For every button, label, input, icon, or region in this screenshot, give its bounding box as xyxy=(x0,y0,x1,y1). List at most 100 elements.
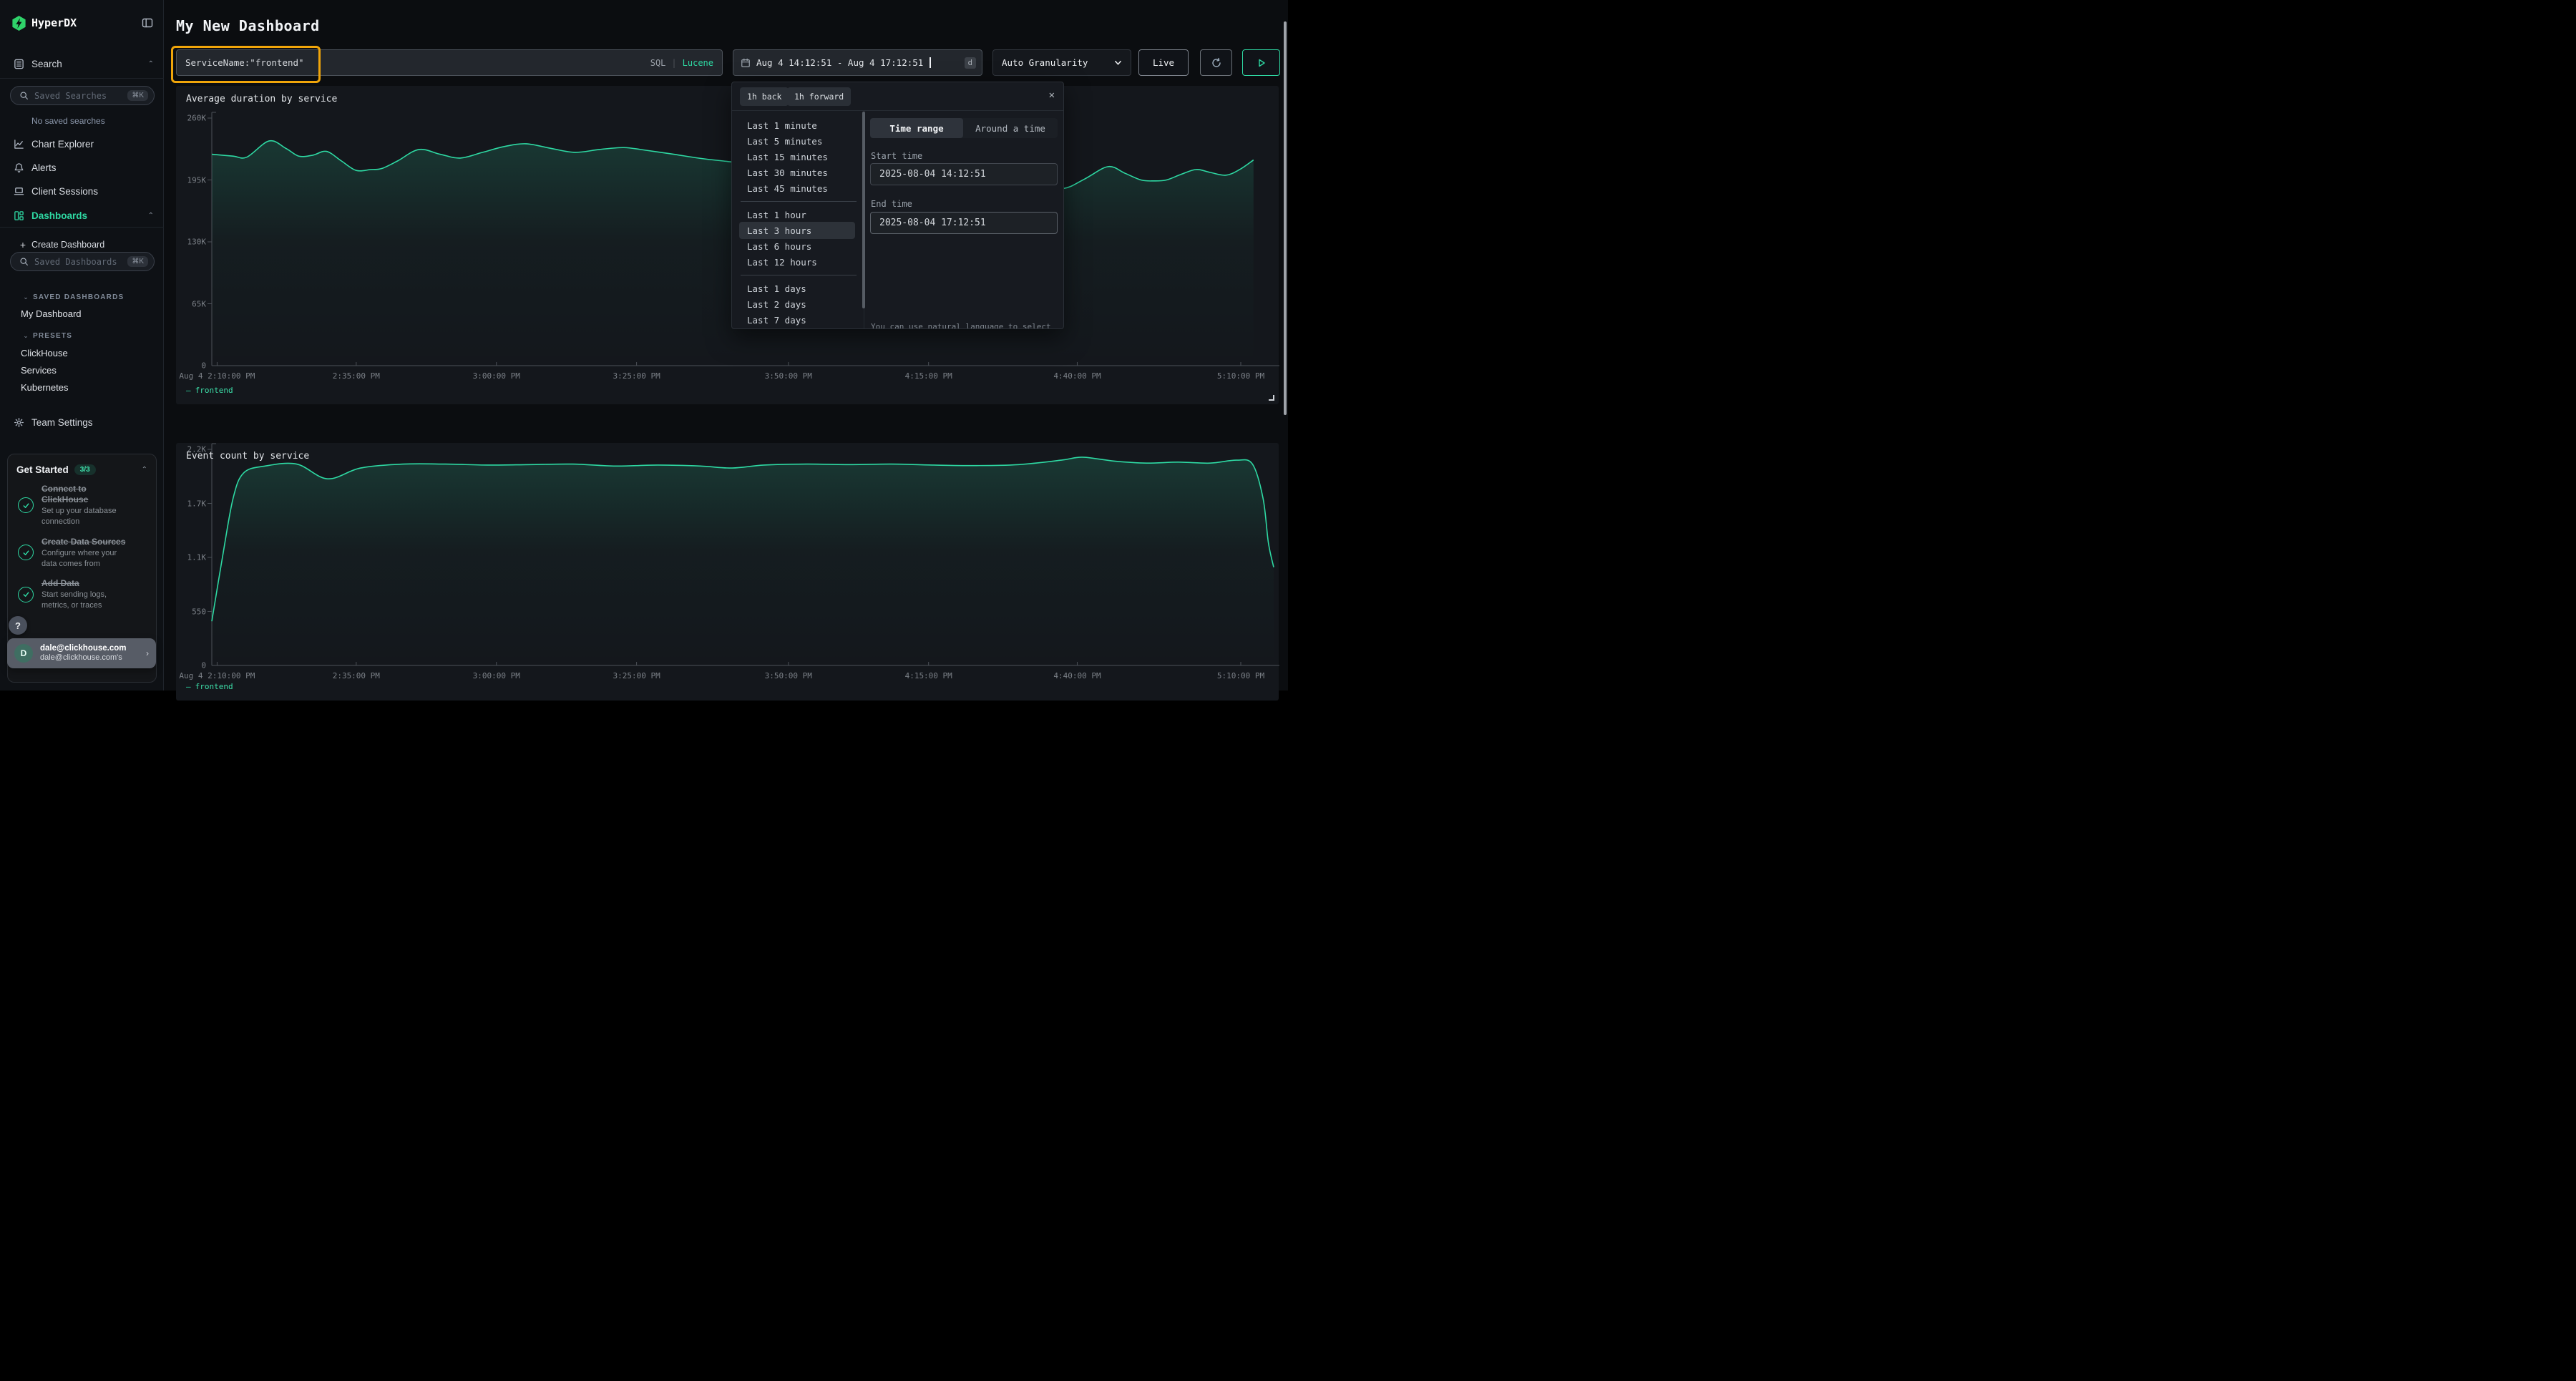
presets-list: ClickHouse Services Kubernetes xyxy=(21,344,157,396)
user-chip[interactable]: D dale@clickhouse.com dale@clickhouse.co… xyxy=(7,638,156,668)
chart-legend[interactable]: — frontend xyxy=(186,682,233,691)
x-axis-label: 3:00:00 PM xyxy=(472,671,520,680)
time-preset-option[interactable]: Last 15 minutes xyxy=(747,151,828,162)
sidebar-preset-link[interactable]: ClickHouse xyxy=(21,347,68,358)
sidebar-item-team-settings[interactable]: Team Settings xyxy=(0,413,164,431)
chevron-up-icon[interactable]: ⌃ xyxy=(147,59,154,68)
time-preset-option[interactable]: Last 30 minutes xyxy=(747,167,828,178)
divider xyxy=(0,227,164,228)
tab-around-a-time[interactable]: Around a time xyxy=(975,122,1045,134)
list-scrollbar[interactable] xyxy=(862,112,865,308)
app-title: HyperDX xyxy=(31,16,77,29)
shift-forward-button[interactable]: 1h forward xyxy=(787,87,852,106)
play-icon xyxy=(1258,59,1265,67)
query-input[interactable]: ServiceName:"frontend" SQL | Lucene xyxy=(176,49,723,76)
divider xyxy=(732,110,1063,111)
y-axis-label: 130K xyxy=(187,237,207,247)
y-axis-label: 1.1K xyxy=(187,552,207,562)
time-preset-option[interactable]: Last 3 hours xyxy=(732,222,864,239)
granularity-select[interactable]: Auto Granularity xyxy=(992,49,1131,76)
legend-swatch: — xyxy=(186,386,191,395)
time-preset-option[interactable]: Last 6 hours xyxy=(747,240,812,252)
chevron-up-icon[interactable]: ⌃ xyxy=(147,211,154,220)
start-time-input[interactable]: 2025-08-04 14:12:51 xyxy=(870,163,1058,185)
time-preset-option[interactable]: Last 14 days xyxy=(732,328,864,329)
page-scrollbar[interactable] xyxy=(1284,21,1287,415)
y-axis-label: 550 xyxy=(192,607,206,616)
x-axis-label: 3:25:00 PM xyxy=(613,371,660,381)
user-subtitle: dale@clickhouse.com's xyxy=(40,653,122,663)
section-saved-dashboards[interactable]: ⌄ SAVED DASHBOARDS xyxy=(0,288,164,306)
sidebar-dashboard-link[interactable]: My Dashboard xyxy=(21,308,82,319)
sql-toggle[interactable]: SQL xyxy=(650,57,666,68)
close-icon[interactable]: ✕ xyxy=(1048,89,1055,101)
shift-back-button[interactable]: 1h back xyxy=(740,87,789,106)
get-started-item[interactable]: Create Data Sources Configure where your… xyxy=(18,537,147,570)
chart-card-average-duration: Average duration by service — frontend 0… xyxy=(176,86,1279,404)
tab-time-range[interactable]: Time range xyxy=(870,118,963,138)
chevron-down-icon xyxy=(1115,60,1121,65)
get-started-item[interactable]: Connect to ClickHouse Set up your databa… xyxy=(18,484,147,527)
y-axis-label: 1.7K xyxy=(187,499,207,508)
dashboard-grid-icon xyxy=(13,210,24,221)
time-preset-option[interactable]: Last 7 days xyxy=(747,314,806,326)
sidebar-preset-link[interactable]: Kubernetes xyxy=(21,381,69,393)
section-presets[interactable]: ⌄ PRESETS xyxy=(0,326,164,345)
sidebar-preset-link[interactable]: Services xyxy=(21,364,57,376)
saved-dashboards-input[interactable]: Saved Dashboards ⌘K xyxy=(10,252,155,271)
resize-handle-icon[interactable] xyxy=(1269,395,1274,401)
x-axis-label: 4:40:00 PM xyxy=(1053,671,1101,680)
laptop-icon xyxy=(13,185,24,197)
create-dashboard-button[interactable]: + Create Dashboard xyxy=(0,235,164,254)
sidebar-item-chart-explorer[interactable]: Chart Explorer xyxy=(0,135,164,153)
x-axis-label: 2:35:00 PM xyxy=(332,371,380,381)
time-preset-option[interactable]: Last 2 days xyxy=(747,298,806,310)
chevron-down-icon: ⌄ xyxy=(23,293,29,301)
time-preset-option[interactable]: Last 45 minutes xyxy=(747,182,828,194)
relative-time-list: Last 1 minute Last 5 minutes Last 15 minut… xyxy=(732,117,864,329)
check-circle-icon xyxy=(18,497,34,514)
chart-legend[interactable]: — frontend xyxy=(186,386,233,395)
help-button[interactable]: ? xyxy=(9,616,27,635)
run-query-button[interactable] xyxy=(1242,49,1280,76)
time-preset-option[interactable]: Last 1 days xyxy=(747,283,806,294)
time-mode-tabs: Time range Around a time xyxy=(870,118,1058,138)
shortcut-badge: ⌘K xyxy=(127,90,148,101)
x-axis-label: Aug 4 2:10:00 PM xyxy=(179,371,255,381)
time-preset-option[interactable]: Last 1 hour xyxy=(747,209,806,220)
sidebar-item-dashboards[interactable]: Dashboards ⌃ xyxy=(0,206,164,225)
saved-searches-input[interactable]: Saved Searches ⌘K xyxy=(10,86,155,105)
divider xyxy=(0,78,164,79)
avatar: D xyxy=(14,644,33,663)
x-axis-label: 5:10:00 PM xyxy=(1216,671,1265,680)
live-button[interactable]: Live xyxy=(1138,49,1189,76)
annotation-highlight-box xyxy=(171,46,321,83)
chevron-up-icon[interactable]: ⌃ xyxy=(141,466,147,474)
start-time-label: Start time xyxy=(871,151,923,161)
chevron-right-icon: › xyxy=(146,648,149,658)
sidebar-item-client-sessions[interactable]: Client Sessions xyxy=(0,182,164,200)
x-axis-label: Aug 4 2:10:00 PM xyxy=(179,671,255,680)
calendar-icon xyxy=(741,58,750,67)
time-preset-option[interactable]: Last 12 hours xyxy=(747,256,817,268)
refresh-icon xyxy=(1211,57,1221,67)
y-axis-label: 260K xyxy=(187,113,207,123)
sidebar-item-search[interactable]: Search ⌃ xyxy=(0,54,164,73)
time-range-input[interactable]: Aug 4 14:12:51 - Aug 4 17:12:51 d xyxy=(733,49,982,76)
lucene-toggle[interactable]: Lucene xyxy=(682,57,713,68)
legend-swatch: — xyxy=(186,682,191,691)
time-preset-option[interactable]: Last 5 minutes xyxy=(747,135,823,147)
x-axis-label: 3:50:00 PM xyxy=(764,371,812,381)
y-axis-label: 0 xyxy=(201,660,206,670)
time-preset-option[interactable]: Last 1 minute xyxy=(747,119,817,131)
refresh-button[interactable] xyxy=(1200,49,1232,76)
granularity-value: Auto Granularity xyxy=(1002,57,1088,68)
no-saved-searches-text: No saved searches xyxy=(31,116,105,126)
collapse-sidebar-icon[interactable] xyxy=(142,17,153,29)
chevron-down-icon: ⌄ xyxy=(23,331,29,339)
end-time-input[interactable]: 2025-08-04 17:12:51 xyxy=(870,212,1058,234)
get-started-item[interactable]: Add Data Start sending logs, metrics, or… xyxy=(18,578,147,611)
sidebar-item-alerts[interactable]: Alerts xyxy=(0,158,164,177)
sidebar: HyperDX Search ⌃ Saved Searches ⌘K No sa… xyxy=(0,0,164,690)
hyperdx-logo-icon xyxy=(11,15,27,31)
